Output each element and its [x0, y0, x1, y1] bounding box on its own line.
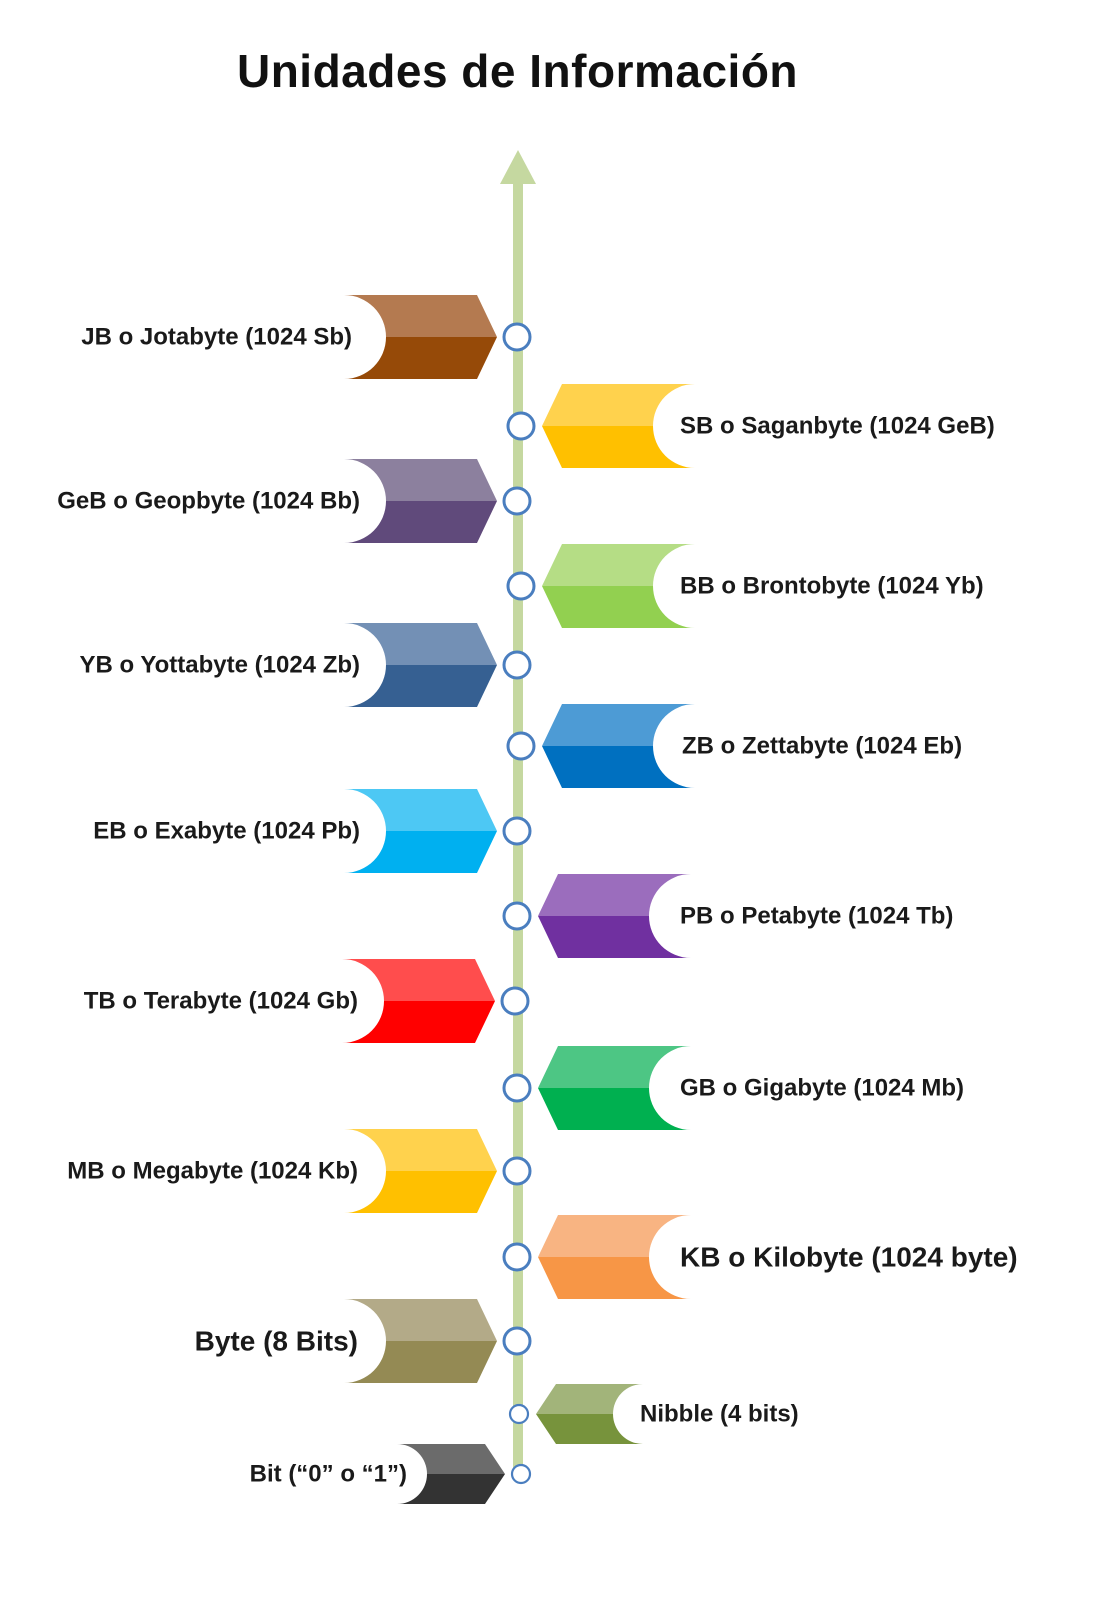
- unit-label-saganbyte: SB o Saganbyte (1024 GeB): [680, 413, 995, 440]
- unit-tab-bottom-terabyte: [342, 1001, 495, 1043]
- unit-tab-bottom-zettabyte: [542, 746, 695, 788]
- unit-item-jotabyte: JB o Jotabyte (1024 Sb): [81, 295, 532, 379]
- unit-tab-bottom-petabyte: [538, 916, 691, 958]
- unit-items: JB o Jotabyte (1024 Sb) SB o Saganbyte (1…: [57, 295, 1018, 1504]
- unit-tab-bottom-byte: [344, 1341, 497, 1383]
- unit-tab-bottom-bit: [397, 1474, 505, 1504]
- unit-tab-top-nibble: [536, 1384, 643, 1414]
- unit-tab-top-bit: [397, 1444, 505, 1474]
- unit-label-jotabyte: JB o Jotabyte (1024 Sb): [81, 324, 352, 351]
- timeline-node-gigabyte: [502, 1073, 532, 1103]
- unit-tab-bottom-megabyte: [344, 1171, 497, 1213]
- unit-tab-bottom-yottabyte: [344, 665, 497, 707]
- unit-tab-top-yottabyte: [344, 623, 497, 665]
- unit-item-saganbyte: SB o Saganbyte (1024 GeB): [506, 384, 995, 468]
- timeline-node-nibble: [508, 1403, 530, 1425]
- unit-label-kilobyte: KB o Kilobyte (1024 byte): [680, 1242, 1018, 1273]
- unit-label-byte: Byte (8 Bits): [195, 1326, 358, 1357]
- unit-tab-top-exabyte: [344, 789, 497, 831]
- unit-item-kilobyte: KB o Kilobyte (1024 byte): [502, 1215, 1018, 1299]
- timeline-node-yottabyte: [502, 650, 532, 680]
- timeline-node-terabyte: [500, 986, 530, 1016]
- unit-tab-top-kilobyte: [538, 1215, 691, 1257]
- unit-label-terabyte: TB o Terabyte (1024 Gb): [84, 988, 358, 1015]
- unit-tab-bottom-gigabyte: [538, 1088, 691, 1130]
- unit-item-gigabyte: GB o Gigabyte (1024 Mb): [502, 1046, 964, 1130]
- unit-item-zettabyte: ZB o Zettabyte (1024 Eb): [506, 704, 962, 788]
- timeline-node-byte: [502, 1326, 532, 1356]
- page-title: Unidades de Información: [236, 45, 799, 97]
- unit-item-brontobyte: BB o Brontobyte (1024 Yb): [506, 544, 984, 628]
- unit-tab-bottom-geopbyte: [344, 501, 497, 543]
- unit-label-gigabyte: GB o Gigabyte (1024 Mb): [680, 1075, 964, 1102]
- unit-label-yottabyte: YB o Yottabyte (1024 Zb): [80, 652, 361, 679]
- unit-item-petabyte: PB o Petabyte (1024 Tb): [502, 874, 953, 958]
- unit-tab-top-megabyte: [344, 1129, 497, 1171]
- timeline-node-kilobyte: [502, 1242, 532, 1272]
- timeline-node-saganbyte: [506, 411, 536, 441]
- unit-label-megabyte: MB o Megabyte (1024 Kb): [67, 1158, 358, 1185]
- timeline-node-megabyte: [502, 1156, 532, 1186]
- unit-item-byte: Byte (8 Bits): [195, 1299, 532, 1383]
- timeline-node-jotabyte: [502, 322, 532, 352]
- unit-label-geopbyte: GeB o Geopbyte (1024 Bb): [57, 488, 360, 515]
- unit-tab-top-petabyte: [538, 874, 691, 916]
- unit-label-nibble: Nibble (4 bits): [640, 1401, 799, 1428]
- unit-tab-bottom-exabyte: [344, 831, 497, 873]
- unit-label-zettabyte: ZB o Zettabyte (1024 Eb): [682, 733, 962, 760]
- unit-tab-top-geopbyte: [344, 459, 497, 501]
- unit-tab-top-saganbyte: [542, 384, 695, 426]
- unit-item-megabyte: MB o Megabyte (1024 Kb): [67, 1129, 532, 1213]
- unit-label-bit: Bit (“0” o “1”): [250, 1461, 407, 1488]
- timeline-node-bit: [510, 1463, 532, 1485]
- unit-tab-top-byte: [344, 1299, 497, 1341]
- timeline-node-brontobyte: [506, 571, 536, 601]
- unit-item-yottabyte: YB o Yottabyte (1024 Zb): [80, 623, 532, 707]
- unit-tab-top-gigabyte: [538, 1046, 691, 1088]
- unit-tab-bottom-nibble: [536, 1414, 643, 1444]
- unit-item-terabyte: TB o Terabyte (1024 Gb): [84, 959, 530, 1043]
- timeline-arrowhead-icon: [500, 150, 536, 184]
- timeline-node-geopbyte: [502, 486, 532, 516]
- unit-item-nibble: Nibble (4 bits): [508, 1384, 799, 1444]
- timeline-node-zettabyte: [506, 731, 536, 761]
- unit-tab-bottom-brontobyte: [542, 586, 695, 628]
- unit-tab-bottom-saganbyte: [542, 426, 695, 468]
- unit-tab-top-jotabyte: [344, 295, 497, 337]
- unit-item-geopbyte: GeB o Geopbyte (1024 Bb): [57, 459, 532, 543]
- unit-label-exabyte: EB o Exabyte (1024 Pb): [93, 818, 360, 845]
- unit-label-petabyte: PB o Petabyte (1024 Tb): [680, 903, 953, 930]
- unit-tab-top-zettabyte: [542, 704, 695, 746]
- unit-tab-bottom-jotabyte: [344, 337, 497, 379]
- unit-label-brontobyte: BB o Brontobyte (1024 Yb): [680, 573, 984, 600]
- timeline-node-petabyte: [502, 901, 532, 931]
- unit-tab-top-brontobyte: [542, 544, 695, 586]
- unit-tab-bottom-kilobyte: [538, 1257, 691, 1299]
- unit-tab-top-terabyte: [342, 959, 495, 1001]
- timeline-node-exabyte: [502, 816, 532, 846]
- unit-item-bit: Bit (“0” o “1”): [250, 1444, 532, 1504]
- unit-item-exabyte: EB o Exabyte (1024 Pb): [93, 789, 532, 873]
